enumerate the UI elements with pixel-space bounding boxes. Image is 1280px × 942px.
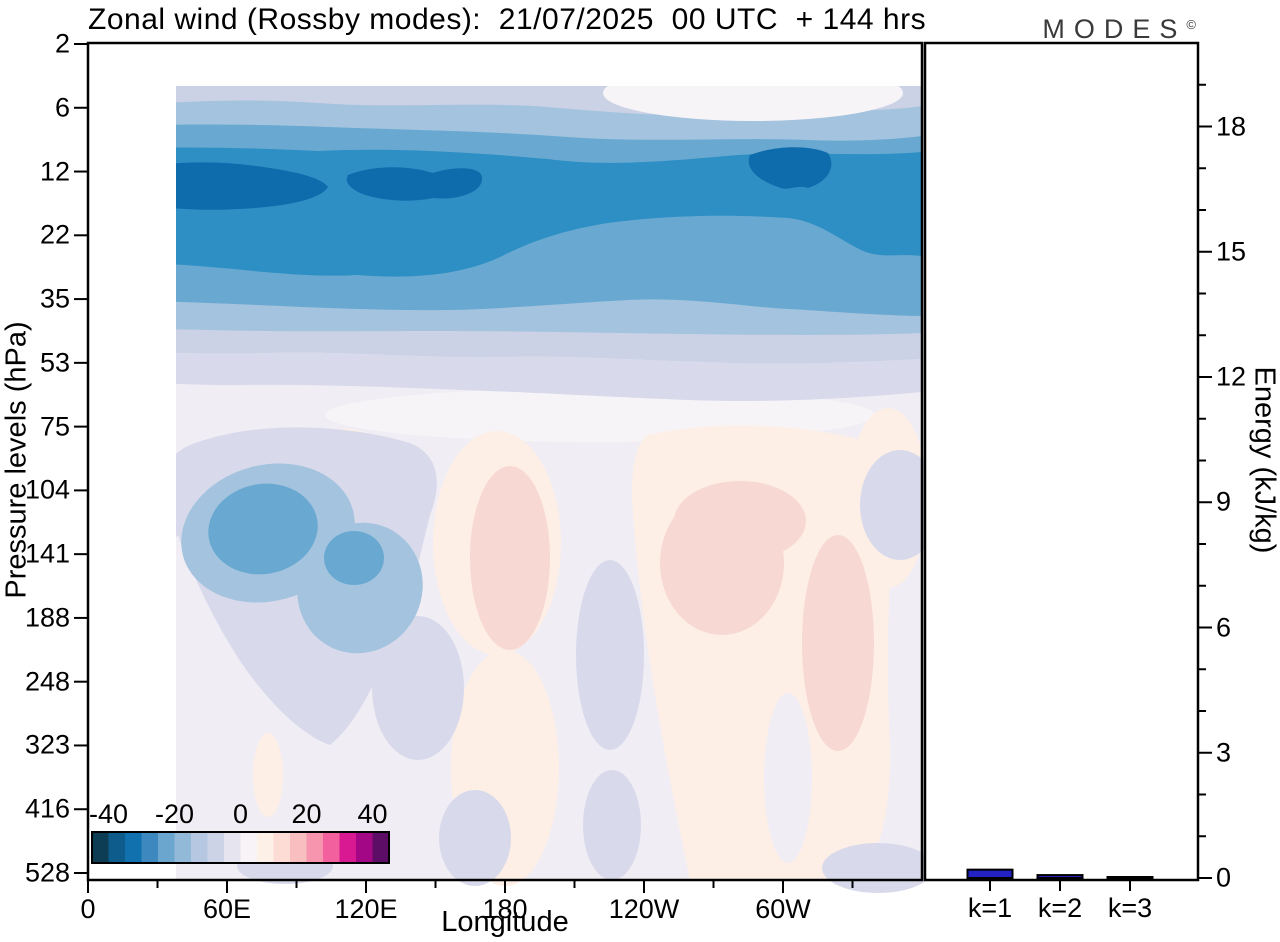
colorbar xyxy=(92,832,390,863)
chart-title: Zonal wind (Rossby modes): 21/07/2025 00… xyxy=(88,3,927,36)
colorbar-cell xyxy=(224,832,241,863)
contour-top-blue-smudge-a xyxy=(178,35,348,59)
contour-top-blue-smudge-c xyxy=(465,42,541,68)
colorbar-tick-label: 0 xyxy=(232,799,249,829)
contour-lavender-s3 xyxy=(439,790,511,886)
colorbar-cell xyxy=(125,832,142,863)
longitude-tick-label: 0 xyxy=(80,894,96,924)
pressure-tick-label: 75 xyxy=(39,411,70,442)
longitude-tick-label: 60W xyxy=(755,894,811,924)
energy-bar xyxy=(1106,876,1154,879)
colorbar-tick-label: 40 xyxy=(357,799,388,829)
contour-pink-core-west-a2 xyxy=(674,481,806,561)
colorbar-cell xyxy=(141,832,159,863)
contour-pink-core-left xyxy=(117,716,149,800)
colorbar-border xyxy=(91,831,390,864)
colorbar-cell xyxy=(158,832,175,863)
colorbar-tick-label: -20 xyxy=(154,799,195,829)
contour-white-patch xyxy=(78,375,158,427)
energy-axis-label: Energy (kJ/kg) xyxy=(1248,366,1280,554)
contour-pink-core-west-b xyxy=(802,535,874,751)
energy-bar xyxy=(1036,874,1084,880)
colorbar-tick-label: -40 xyxy=(88,799,129,829)
longitude-tick-label: 120E xyxy=(334,894,398,924)
contour-dark-blue-blob-a xyxy=(176,162,328,210)
contour-top-white-right xyxy=(603,86,903,121)
contour-lavender-s1 xyxy=(576,560,644,750)
axis-ticks xyxy=(74,43,1212,893)
colorbar-cell xyxy=(108,832,126,863)
contour-dark-blue-blob-c xyxy=(748,147,832,189)
contour-top-blue-smudge-b xyxy=(383,37,493,57)
energy-bar xyxy=(966,868,1014,880)
longitude-tick-label: 120W xyxy=(608,894,680,924)
contour-band-pale-lavender xyxy=(176,352,922,401)
colorbar-cell xyxy=(174,832,192,863)
energy-tick-label: 12 xyxy=(1216,361,1247,392)
colorbar-cell xyxy=(339,832,357,863)
contour-lavender-s2 xyxy=(583,770,641,880)
contour-dark-blue-blob-b xyxy=(346,167,483,201)
colorbar-cell xyxy=(306,832,324,863)
longitude-tick-label: 180 xyxy=(482,894,528,924)
pressure-tick-label: 35 xyxy=(39,283,70,314)
wavenumber-tick-label: k=2 xyxy=(1037,893,1083,923)
colorbar-cell xyxy=(92,832,109,863)
energy-tick-label: 18 xyxy=(1216,111,1247,141)
energy-panel-frame xyxy=(923,41,1200,882)
longitude-axis-label: Longitude xyxy=(441,906,569,938)
colorbar-cell xyxy=(207,832,225,863)
contour-lavender-left xyxy=(176,468,205,537)
colorbar-cell xyxy=(257,832,274,863)
colorbar-cell xyxy=(372,832,390,863)
energy-tick-label: 3 xyxy=(1216,737,1232,768)
colorbar-cell xyxy=(356,832,373,863)
pressure-tick-label: 2 xyxy=(54,28,70,59)
pressure-tick-label: 53 xyxy=(39,347,70,378)
energy-bars xyxy=(966,868,1154,891)
pressure-tick-label: 188 xyxy=(24,602,70,633)
pressure-tick-label: 416 xyxy=(24,793,70,824)
pressure-tick-label: 104 xyxy=(24,474,70,505)
pressure-tick-label: 248 xyxy=(24,666,70,697)
contour-lavender-s4 xyxy=(860,450,940,560)
pressure-tick-label: 141 xyxy=(24,538,70,569)
colorbar-cell xyxy=(323,832,340,863)
colorbar-cell xyxy=(191,832,208,863)
energy-tick-label: 15 xyxy=(1216,236,1247,267)
pressure-tick-label: 12 xyxy=(39,156,70,187)
wavenumber-tick-label: k=3 xyxy=(1107,893,1153,923)
longitude-tick-label: 60E xyxy=(202,894,252,924)
contour-field xyxy=(78,35,940,893)
energy-tick-label: 0 xyxy=(1216,862,1232,893)
contour-blue-core-b xyxy=(324,531,384,585)
contour-pink-streak xyxy=(253,733,283,817)
contour-lavender-tail xyxy=(372,616,464,760)
pressure-tick-label: 323 xyxy=(24,729,70,760)
pressure-tick-label: 528 xyxy=(24,857,70,888)
colorbar-cell xyxy=(290,832,307,863)
colorbar-cell xyxy=(240,832,258,863)
contour-lavender-s5 xyxy=(822,843,934,893)
contour-blue-core-a xyxy=(208,483,318,575)
wavenumber-tick-label: k=1 xyxy=(967,893,1013,923)
modes-logo: MODES© xyxy=(1000,14,1196,45)
contour-top-white-left xyxy=(96,40,200,74)
energy-tick-label: 6 xyxy=(1216,612,1232,642)
modes-logo-text: MODES xyxy=(1042,14,1187,44)
colorbar-tick-label: 20 xyxy=(291,799,322,829)
contour-gap-west xyxy=(764,693,812,863)
pressure-tick-label: 6 xyxy=(54,92,70,123)
contour-pink-core-180 xyxy=(470,466,550,650)
contour-pink-left-strip xyxy=(82,613,170,817)
energy-tick-label: 9 xyxy=(1216,486,1232,517)
copyright-mark: © xyxy=(1186,17,1196,32)
colorbar-cell xyxy=(273,832,291,863)
pressure-tick-label: 22 xyxy=(39,219,70,250)
